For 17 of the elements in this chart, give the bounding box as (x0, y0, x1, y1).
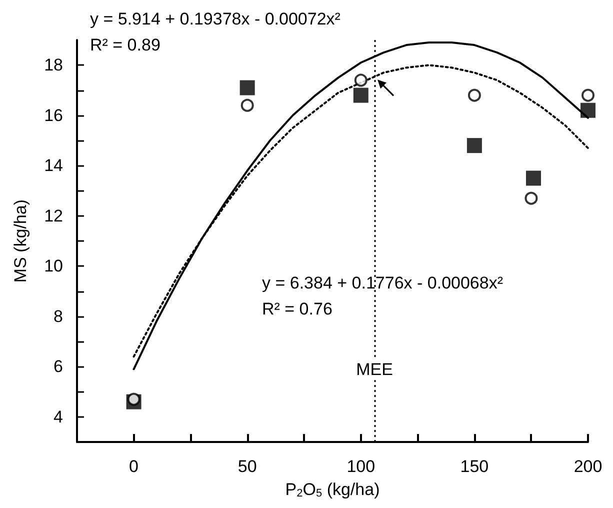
y-tick-label: 12 (44, 206, 63, 226)
x-tick-label: 200 (574, 457, 602, 476)
y-tick-label: 18 (44, 56, 63, 75)
y-tick-label: 4 (54, 407, 63, 426)
y-tick-label: 8 (54, 306, 63, 326)
y-axis-title: MS (kg/ha) (11, 199, 30, 283)
x-tick-label: 150 (460, 457, 489, 476)
x-tick-label: 0 (129, 457, 139, 476)
x-tick-label: 50 (238, 457, 257, 476)
x-tick-label: 100 (346, 457, 376, 476)
ref-line-label: MEE (356, 360, 393, 380)
annotation: y = 5.914 + 0.19378x - 0.00072x² R² = 0.89 (90, 10, 341, 54)
y-tick-label: 14 (44, 156, 63, 176)
y-tick-label: 16 (44, 106, 63, 125)
annotation: y = 6.384 + 0.1776x - 0.00068x² R² = 0.76 (262, 274, 504, 318)
y-tick-label: 10 (44, 256, 63, 276)
y-tick-label: 6 (54, 357, 63, 376)
